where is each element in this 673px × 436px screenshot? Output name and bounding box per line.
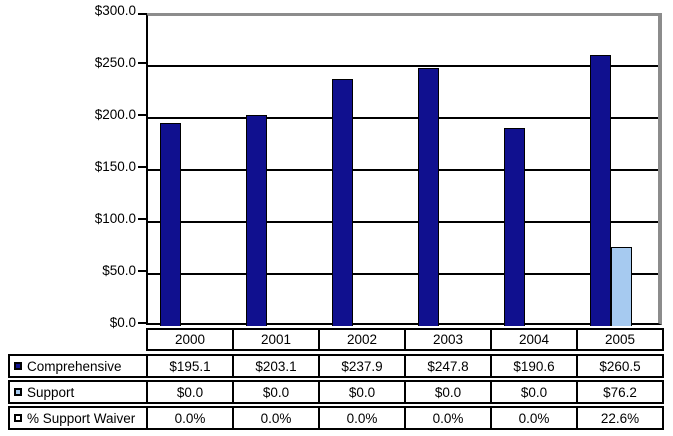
y-axis-label: $150.0 (94, 159, 136, 174)
bar-comprehensive-2004 (504, 128, 525, 326)
value-cell: $203.1 (232, 354, 320, 378)
y-axis-tick (138, 270, 147, 272)
y-axis-label: $250.0 (94, 55, 136, 70)
y-axis-tick (138, 166, 147, 168)
table-row: % Support Waiver 0.0% 0.0% 0.0% 0.0% 0.0% 22.6… (8, 406, 664, 430)
gridline (148, 169, 658, 171)
legend-key-icon (14, 414, 22, 422)
y-axis-tick (138, 114, 147, 116)
bar-comprehensive-2002 (332, 79, 353, 326)
value-cell: 0.0% (490, 406, 578, 430)
row-label-cell: Support (8, 380, 148, 404)
y-axis-label: $300.0 (94, 3, 136, 18)
value-cell: 22.6% (576, 406, 664, 430)
year-cell: 2005 (576, 328, 664, 351)
value-cell: $0.0 (404, 380, 492, 404)
y-axis-label: $200.0 (94, 107, 136, 122)
year-cell: 2003 (404, 328, 492, 351)
series-name: Comprehensive (27, 358, 122, 374)
value-cell: $0.0 (146, 380, 234, 404)
year-cell: 2002 (318, 328, 406, 351)
value-cell: 0.0% (404, 406, 492, 430)
legend-key-icon (14, 388, 22, 396)
row-label-cell: % Support Waiver (8, 406, 148, 430)
bar-comprehensive-2001 (246, 115, 267, 326)
row-label-cell: Comprehensive (8, 354, 148, 378)
bar-comprehensive-2000 (160, 123, 181, 326)
value-cell: $260.5 (576, 354, 664, 378)
plot-area (146, 13, 662, 326)
y-axis-tick (138, 13, 147, 15)
bar-comprehensive-2005 (590, 55, 611, 326)
value-cell: $0.0 (232, 380, 320, 404)
value-cell: $237.9 (318, 354, 406, 378)
series-name: % Support Waiver (27, 410, 136, 426)
value-cell: 0.0% (146, 406, 234, 430)
table-row: Support $0.0 $0.0 $0.0 $0.0 $0.0 $76.2 (8, 380, 664, 404)
y-axis-label: $50.0 (102, 263, 136, 278)
bar-comprehensive-2003 (418, 68, 439, 326)
value-cell: $0.0 (490, 380, 578, 404)
table-year-row: 2000 2001 2002 2003 2004 2005 (146, 328, 664, 351)
value-cell: $76.2 (576, 380, 664, 404)
table-row: Comprehensive $195.1 $203.1 $237.9 $247.8 $19… (8, 354, 664, 378)
legend-key-icon (14, 362, 22, 370)
value-cell: $247.8 (404, 354, 492, 378)
value-cell: 0.0% (318, 406, 406, 430)
bar-support-2005 (611, 247, 632, 326)
value-cell: $0.0 (318, 380, 406, 404)
value-cell: $190.6 (490, 354, 578, 378)
y-axis-tick (138, 62, 147, 64)
gridline (148, 65, 658, 67)
gridline (148, 273, 658, 275)
year-cell: 2001 (232, 328, 320, 351)
gridline (148, 117, 658, 119)
year-cell: 2000 (146, 328, 234, 351)
y-axis-tick (138, 322, 147, 324)
gridline (148, 221, 658, 223)
value-cell: 0.0% (232, 406, 320, 430)
value-cell: $195.1 (146, 354, 234, 378)
y-axis-tick (138, 218, 147, 220)
series-name: Support (27, 384, 75, 400)
y-axis-label: $100.0 (94, 211, 136, 226)
year-cell: 2004 (490, 328, 578, 351)
y-axis-label: $0.0 (109, 315, 136, 330)
